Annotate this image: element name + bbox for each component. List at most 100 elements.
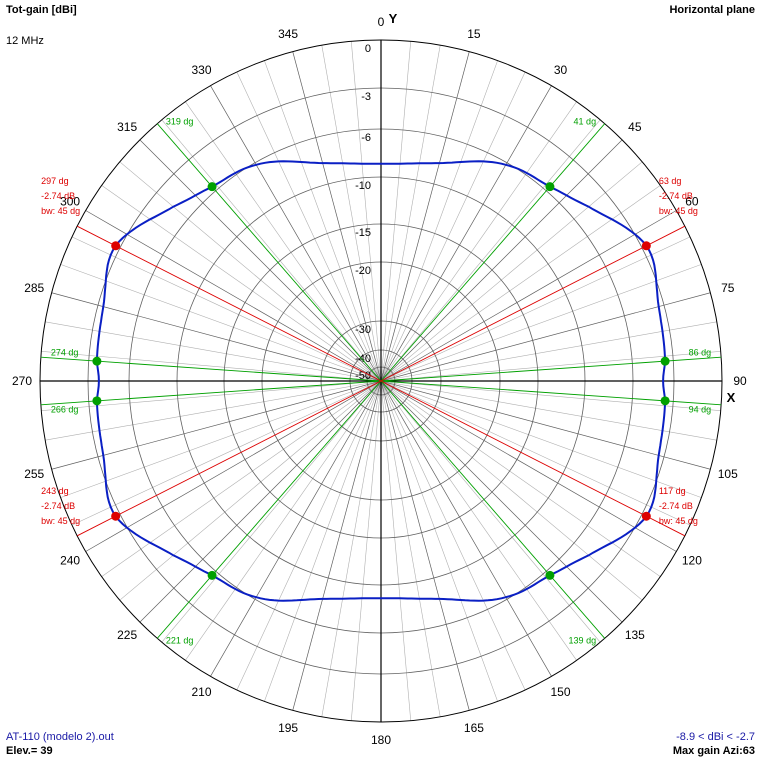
chart-title: Tot-gain [dBi]: [6, 4, 77, 16]
max-gain-line: [380, 380, 686, 537]
halfpower-label: 86 dg: [689, 347, 712, 357]
radial-tick-label: 0: [365, 43, 371, 55]
grid-spoke-minor: [45, 380, 382, 441]
radial-tick-label: -50: [355, 370, 371, 382]
halfpower-marker: [92, 396, 102, 406]
halfpower-marker: [660, 396, 670, 406]
grid-spoke-minor: [71, 380, 382, 526]
max-gain-value-label: -2.74 dB: [41, 191, 75, 201]
azimuth-tick-label: 255: [24, 467, 44, 481]
grid-spoke-minor: [380, 60, 498, 382]
grid-spoke-minor: [321, 45, 382, 382]
grid-spoke-minor: [264, 380, 382, 702]
azimuth-tick-label: 270: [12, 374, 32, 388]
grid-spoke: [380, 380, 711, 470]
grid-spoke-minor: [380, 264, 702, 382]
grid-spoke-minor: [321, 380, 382, 717]
grid-spoke: [380, 85, 552, 382]
grid-spoke-minor: [119, 161, 382, 382]
beamwidth-label: bw: 45 dg: [659, 516, 698, 526]
max-gain-marker: [641, 511, 651, 521]
azimuth-tick-label: 105: [718, 467, 738, 481]
max-gain-azimuth: Max gain Azi:63: [672, 745, 755, 757]
max-gain-marker: [641, 241, 651, 251]
file-name: AT-110 (modelo 2).out: [6, 731, 114, 743]
halfpower-marker: [545, 570, 555, 580]
max-gain-line: [380, 225, 686, 382]
azimuth-tick-label: 60: [685, 195, 699, 209]
beamwidth-label: bw: 45 dg: [41, 516, 80, 526]
grid-spoke-minor: [264, 60, 382, 382]
grid-spoke-minor: [161, 119, 382, 382]
azimuth-tick-label: 15: [467, 27, 481, 41]
max-gain-azimuth-label: 243 dg: [41, 486, 69, 496]
max-gain-azimuth-label: 63 dg: [659, 176, 682, 186]
halfpower-label: 41 dg: [574, 117, 597, 127]
grid-spoke-minor: [185, 101, 382, 382]
grid-spoke-minor: [161, 380, 382, 643]
radial-tick-label: -15: [355, 227, 371, 239]
grid-spoke-minor: [350, 41, 382, 382]
grid-spoke: [380, 380, 623, 623]
grid-spoke-minor: [380, 161, 643, 382]
x-axis-name: X: [727, 390, 736, 405]
grid-spoke-minor: [380, 380, 498, 702]
azimuth-tick-label: 75: [721, 281, 735, 295]
max-gain-azimuth-label: 117 dg: [659, 486, 686, 496]
halfpower-line: [380, 380, 722, 406]
azimuth-tick-label: 30: [554, 63, 568, 77]
max-gain-marker: [111, 241, 121, 251]
azimuth-tick-label: 225: [117, 628, 137, 642]
gain-range: -8.9 < dBi < -2.7: [676, 731, 755, 743]
grid-spoke-minor: [60, 380, 382, 498]
grid-spoke-minor: [60, 264, 382, 382]
grid-spoke: [85, 210, 382, 382]
frequency-label: 12 MHz: [6, 35, 44, 47]
grid-spoke-minor: [380, 380, 441, 717]
grid-spoke: [292, 51, 382, 382]
halfpower-marker: [92, 356, 102, 366]
grid-spoke-minor: [380, 380, 661, 577]
max-gain-marker: [111, 511, 121, 521]
grid-spoke: [85, 380, 382, 552]
radial-tick-label: -10: [355, 180, 371, 192]
halfpower-marker: [545, 182, 555, 192]
grid-spoke: [380, 380, 677, 552]
grid-spoke-minor: [101, 185, 382, 382]
grid-spoke-minor: [380, 380, 526, 691]
azimuth-tick-label: 300: [60, 195, 80, 209]
halfpower-line: [380, 380, 606, 639]
halfpower-line: [156, 123, 382, 382]
max-gain-value-label: -2.74 dB: [41, 501, 75, 511]
halfpower-label: 319 dg: [166, 117, 194, 127]
grid-spoke: [51, 380, 382, 470]
halfpower-marker: [207, 182, 217, 192]
grid-spoke-minor: [380, 380, 412, 721]
grid-spoke: [210, 380, 382, 677]
grid-spoke: [380, 51, 470, 382]
grid-spoke-minor: [380, 119, 601, 382]
grid-spoke-minor: [236, 380, 382, 691]
max-gain-line: [76, 380, 382, 537]
grid-spoke-minor: [380, 236, 691, 382]
grid-spoke: [380, 139, 623, 382]
halfpower-label: 266 dg: [51, 405, 79, 415]
azimuth-tick-label: 285: [24, 281, 44, 295]
grid-spoke-minor: [185, 380, 382, 661]
grid-spoke-minor: [380, 321, 717, 382]
y-axis-name: Y: [389, 11, 398, 26]
max-gain-line: [76, 225, 382, 382]
grid-spoke: [292, 380, 382, 711]
radial-tick-label: -6: [361, 132, 371, 144]
elevation-label: Elev.= 39: [6, 745, 53, 757]
beamwidth-label: bw: 45 dg: [659, 206, 698, 216]
grid-spoke-minor: [101, 380, 382, 577]
grid-spoke-minor: [380, 380, 601, 643]
grid-spoke: [51, 292, 382, 382]
grid-spoke-minor: [380, 380, 643, 601]
grid-spoke-minor: [71, 236, 382, 382]
plane-label: Horizontal plane: [669, 4, 755, 16]
grid-spoke: [380, 380, 552, 677]
grid-spoke-minor: [380, 380, 691, 526]
